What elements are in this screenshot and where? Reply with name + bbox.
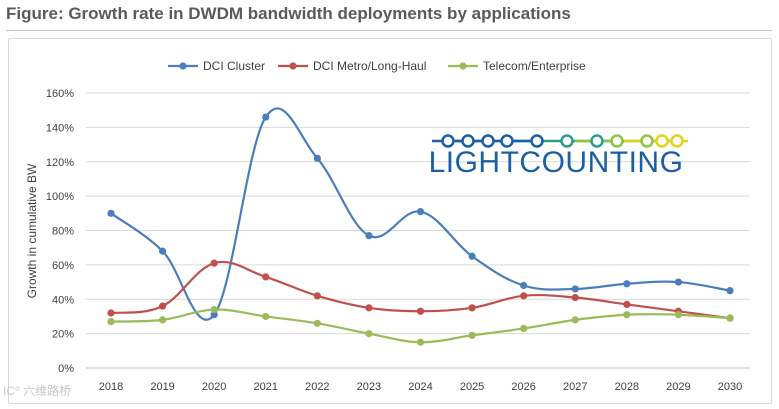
data-point [107,317,115,326]
data-point [468,331,476,339]
chart-frame [8,38,772,404]
data-point [674,278,683,286]
data-point [262,273,270,281]
x-tick-label: 2028 [615,381,639,393]
y-tick-label: 40% [52,294,74,306]
data-point [520,324,528,333]
y-tick-label: 80% [52,226,74,238]
y-tick-label: 140% [46,122,74,134]
legend-marker [289,62,297,70]
logo-ring [530,134,544,148]
data-point [623,311,631,319]
data-point [313,292,321,300]
logo-rings-icon [432,134,688,148]
lightcounting-logo: LIGHTCOUNTING [429,134,688,179]
watermark: IC⁰ 六维路桥 [3,384,72,398]
data-point [210,259,218,267]
data-point [107,309,115,317]
data-point [726,314,734,322]
data-point [107,209,115,217]
logo-ring [500,134,514,148]
y-axis-label: Growth in cumulative BW [25,163,39,298]
grid-lines [86,92,750,369]
series-lines [107,107,734,346]
data-point [365,304,373,312]
x-tick-label: 2023 [357,381,381,393]
data-point [571,293,579,302]
legend-marker [179,62,187,70]
legend: DCI Cluster DCI Metro/Long-Haul Telecom/En… [168,59,586,73]
legend-label: Telecom/Enterprise [483,59,586,73]
data-point [158,302,167,310]
legend-label: DCI Cluster [203,59,265,73]
series-telecom-enterprise [107,305,734,346]
series-dci-cluster [107,107,734,321]
x-tick-label: 2020 [202,381,226,393]
logo-ring [560,134,574,148]
x-tick-label: 2021 [254,381,278,393]
data-point [313,319,321,327]
data-point [262,312,270,321]
y-tick-label: 60% [52,260,74,272]
data-point [468,304,476,312]
legend-marker [459,62,467,70]
data-point [571,285,579,293]
data-point [262,113,270,121]
data-point [313,154,321,162]
x-tick-label: 2024 [408,381,432,393]
data-point [416,338,425,346]
y-tick-label: 100% [46,191,74,203]
logo-ring [481,134,495,148]
data-point [468,252,476,260]
data-point [520,281,528,290]
data-point [158,316,167,324]
y-tick-label: 120% [46,157,74,169]
y-tick-label: 20% [52,329,74,341]
x-tick-label: 2019 [150,381,174,393]
x-tick-label: 2027 [563,381,587,393]
logo-ring [610,134,624,148]
data-point [365,330,373,338]
x-tick-label: 2025 [460,381,484,393]
data-point [726,287,734,295]
legend-label: DCI Metro/Long-Haul [313,59,426,73]
series-line [110,107,731,321]
y-tick-label: 0% [58,363,74,375]
series-dci-metro-long-haul [107,259,734,322]
x-tick-label: 2022 [305,381,329,393]
y-tick-label: 160% [46,88,74,100]
logo-ring [461,134,475,148]
data-point [158,247,167,255]
logo-ring [655,134,669,148]
data-point [416,207,425,216]
data-point [210,311,218,319]
axes: 0% 20% 40% 60% 80% 100% 120% 140% 160% 2018 2019 20… [46,88,742,393]
data-point [520,292,528,300]
x-tick-label: 2026 [511,381,535,393]
data-point [210,305,218,314]
logo-wordmark: LIGHTCOUNTING [429,146,684,179]
data-point [365,232,373,240]
x-tick-label: 2030 [718,381,742,393]
data-point [416,307,425,315]
data-point [674,311,683,319]
logo-ring [441,134,455,148]
data-point [571,316,579,324]
x-tick-label: 2018 [99,381,123,393]
data-point [623,300,631,309]
logo-ring [590,134,604,148]
logo-ring [670,134,684,148]
logo-ring [640,134,654,148]
figure-title: Figure: Growth rate in DWDM bandwidth de… [6,4,571,23]
title-divider [6,30,772,31]
x-tick-label: 2029 [666,381,690,393]
data-point [623,280,631,288]
